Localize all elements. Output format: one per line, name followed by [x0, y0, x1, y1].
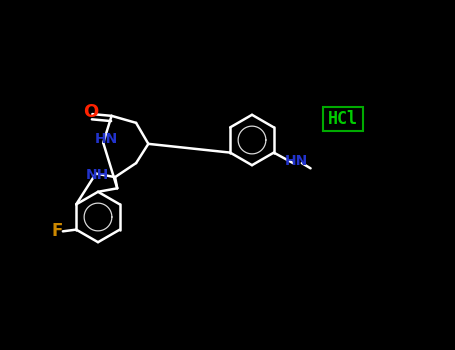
Text: HN: HN	[95, 132, 118, 146]
Text: NH: NH	[86, 168, 109, 182]
Text: HN: HN	[285, 154, 308, 168]
Text: O: O	[83, 103, 98, 121]
Text: F: F	[52, 222, 63, 240]
FancyBboxPatch shape	[323, 107, 363, 131]
Text: HCl: HCl	[328, 110, 358, 128]
